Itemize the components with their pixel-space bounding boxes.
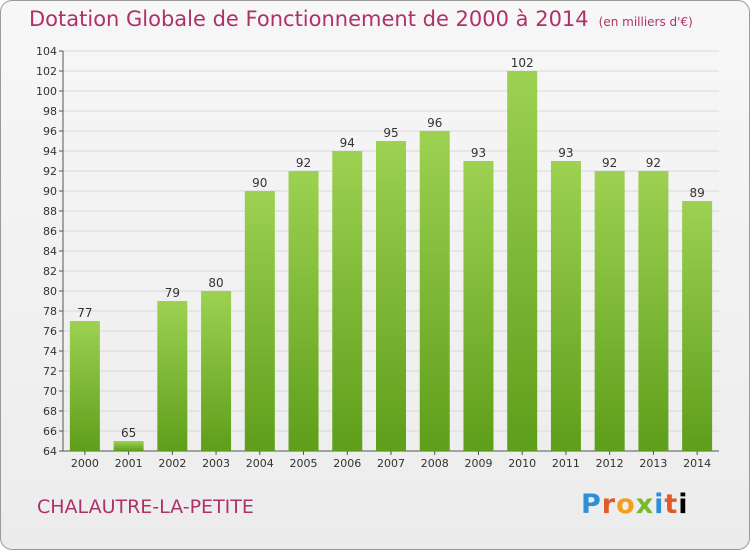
y-tick-label: 98 xyxy=(43,105,57,118)
bar-2005[interactable] xyxy=(288,171,319,451)
x-tick-label: 2005 xyxy=(290,457,318,470)
bar-value-label: 90 xyxy=(252,176,267,190)
bar-value-label: 93 xyxy=(558,146,573,160)
y-tick-label: 64 xyxy=(43,445,57,458)
bar-2012[interactable] xyxy=(594,171,625,451)
bar-value-label: 92 xyxy=(296,156,311,170)
y-tick-label: 90 xyxy=(43,185,57,198)
x-tick-label: 2001 xyxy=(115,457,143,470)
y-tick-label: 78 xyxy=(43,305,57,318)
chart-title-text: Dotation Globale de Fonctionnement de 20… xyxy=(29,7,589,31)
y-tick-label: 72 xyxy=(43,365,57,378)
y-tick-label: 84 xyxy=(43,245,57,258)
bar-value-label: 77 xyxy=(77,306,92,320)
bar-value-label: 96 xyxy=(427,116,442,130)
bar-value-label: 95 xyxy=(383,126,398,140)
bar-value-label: 89 xyxy=(689,186,704,200)
y-tick-label: 104 xyxy=(36,45,57,58)
y-tick-label: 92 xyxy=(43,165,57,178)
bar-2009[interactable] xyxy=(463,161,494,451)
bar-value-label: 102 xyxy=(511,56,534,70)
x-tick-label: 2012 xyxy=(596,457,624,470)
chart-unit: (en milliers d'€) xyxy=(598,15,693,29)
y-tick-label: 100 xyxy=(36,85,57,98)
bar-2003[interactable] xyxy=(201,291,232,451)
bar-value-label: 92 xyxy=(646,156,661,170)
x-tick-label: 2010 xyxy=(508,457,536,470)
bar-2004[interactable] xyxy=(244,191,275,451)
bar-2010[interactable] xyxy=(507,71,538,451)
x-tick-label: 2008 xyxy=(421,457,449,470)
x-tick-label: 2003 xyxy=(202,457,230,470)
bar-2006[interactable] xyxy=(332,151,363,451)
x-tick-label: 2000 xyxy=(71,457,99,470)
bar-2000[interactable] xyxy=(69,321,100,451)
logo-letter: P xyxy=(581,489,602,520)
bar-value-label: 94 xyxy=(340,136,355,150)
y-tick-label: 76 xyxy=(43,325,57,338)
y-tick-label: 66 xyxy=(43,425,57,438)
x-tick-label: 2013 xyxy=(639,457,667,470)
bar-2013[interactable] xyxy=(638,171,669,451)
logo-letter: i xyxy=(678,489,689,520)
logo-letter: t xyxy=(664,489,679,520)
y-tick-label: 96 xyxy=(43,125,57,138)
y-tick-label: 94 xyxy=(43,145,57,158)
y-tick-label: 82 xyxy=(43,265,57,278)
y-tick-label: 68 xyxy=(43,405,57,418)
logo-letter: x xyxy=(635,489,655,520)
bar-value-label: 92 xyxy=(602,156,617,170)
label-layer: 77 65 79 80 90 92 94 95 96 93 102 93 92 92 89 xyxy=(77,56,705,440)
commune-name: CHALAUTRE-LA-PETITE xyxy=(37,496,254,518)
logo-letter: r xyxy=(601,489,617,520)
y-tick-label: 74 xyxy=(43,345,57,358)
x-tick-label: 2011 xyxy=(552,457,580,470)
bar-value-label: 80 xyxy=(208,276,223,290)
x-tick-label: 2006 xyxy=(333,457,361,470)
y-tick-label: 70 xyxy=(43,385,57,398)
bar-2014[interactable] xyxy=(682,201,713,451)
proxiti-logo[interactable]: Proxiti xyxy=(581,489,689,520)
bar-chart: 64 66 68 70 72 74 76 78 80 82 84 86 88 90 92 94 96 98 100 1… xyxy=(36,45,719,470)
logo-letter: i xyxy=(654,489,665,520)
bar-value-label: 93 xyxy=(471,146,486,160)
bar-2002[interactable] xyxy=(157,301,188,451)
y-tick-label: 102 xyxy=(36,65,57,78)
x-tick-label: 2002 xyxy=(158,457,186,470)
bar-2007[interactable] xyxy=(376,141,406,451)
y-tick-label: 80 xyxy=(43,285,57,298)
logo-letter: o xyxy=(616,489,636,520)
x-tick-label: 2014 xyxy=(683,457,711,470)
y-tick-label: 86 xyxy=(43,225,57,238)
bar-2008[interactable] xyxy=(419,131,450,451)
bar-2011[interactable] xyxy=(550,161,581,451)
y-tick-label: 88 xyxy=(43,205,57,218)
bar-2001[interactable] xyxy=(113,441,144,451)
x-tick-label: 2004 xyxy=(246,457,274,470)
bar-layer xyxy=(69,71,713,451)
x-tick-label: 2007 xyxy=(377,457,405,470)
bar-value-label: 79 xyxy=(165,286,180,300)
chart-title: Dotation Globale de Fonctionnement de 20… xyxy=(29,7,693,31)
bar-value-label: 65 xyxy=(121,426,136,440)
x-tick-label: 2009 xyxy=(464,457,492,470)
